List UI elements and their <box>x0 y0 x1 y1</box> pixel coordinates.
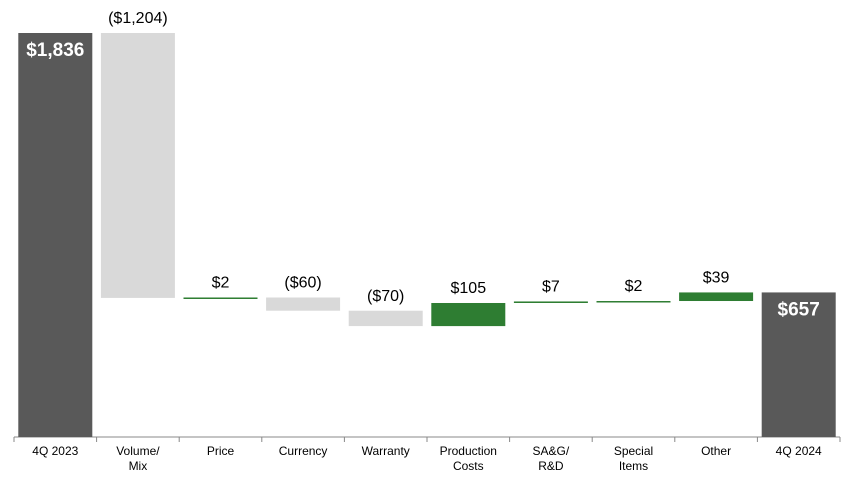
bar <box>348 310 423 327</box>
x-tick-label: SA&G/R&D <box>533 444 570 473</box>
total-label: $657 <box>778 299 820 320</box>
bar <box>100 33 175 298</box>
value-label: ($1,204) <box>108 10 168 27</box>
bar <box>596 301 671 303</box>
x-tick-label: Currency <box>279 444 328 458</box>
bar <box>266 297 341 311</box>
total-label: $1,836 <box>26 40 84 61</box>
bar <box>761 292 836 437</box>
x-tick-label: Other <box>701 444 731 458</box>
x-tick-label: 4Q 2024 <box>776 444 822 458</box>
bar <box>183 297 258 299</box>
x-tick-label: Production Costs <box>440 444 497 473</box>
value-label: $7 <box>542 279 560 296</box>
value-label: ($70) <box>367 288 404 305</box>
value-label: $105 <box>451 280 487 297</box>
x-tick-label: 4Q 2023 <box>32 444 78 458</box>
x-tick-label: Warranty <box>362 444 410 458</box>
x-tick-label: Special Items <box>614 444 653 473</box>
x-tick-label: Price <box>207 444 235 458</box>
value-label: $2 <box>625 278 643 295</box>
x-tick-label: Volume/Mix <box>116 444 160 473</box>
value-label: ($60) <box>284 275 321 292</box>
value-label: $39 <box>703 270 730 287</box>
bar <box>431 302 506 327</box>
bar <box>18 33 93 437</box>
bar <box>513 301 588 303</box>
bar <box>679 292 754 302</box>
value-label: $2 <box>212 275 230 292</box>
